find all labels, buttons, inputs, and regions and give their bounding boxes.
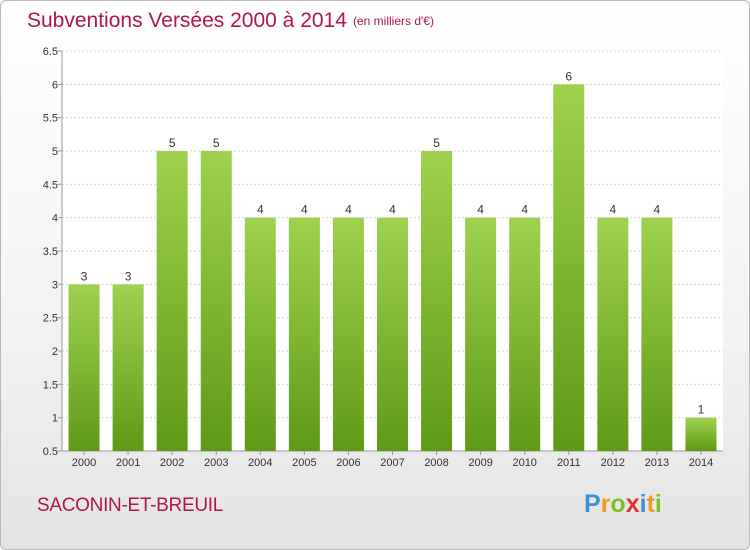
commune-name: SACONIN-ET-BREUIL (37, 495, 223, 516)
bar (156, 151, 188, 451)
bar (597, 217, 629, 451)
bar-value-label: 1 (698, 403, 705, 417)
y-tick-label: 5 (52, 146, 58, 158)
logo-letter: x (625, 490, 640, 518)
bar-value-label: 6 (565, 69, 572, 83)
x-tick-label: 2005 (292, 457, 316, 469)
y-tick-label: 0.5 (43, 446, 58, 458)
bar (377, 217, 408, 451)
bar (244, 217, 276, 451)
bar-value-label: 4 (477, 203, 484, 217)
logo-letter: P (584, 490, 601, 518)
y-tick-label: 2 (52, 346, 58, 358)
bar (553, 84, 585, 451)
bar-value-label: 5 (169, 136, 176, 150)
y-tick-label: 3 (52, 279, 58, 291)
bar (68, 284, 100, 451)
proxiti-logo[interactable]: Proxiti (584, 490, 662, 519)
y-tick-label: 6 (52, 79, 58, 91)
bar-value-label: 4 (609, 203, 616, 217)
x-tick-label: 2004 (248, 457, 272, 469)
bar-value-label: 4 (654, 203, 661, 217)
chart-unit: (en milliers d'€) (353, 14, 434, 28)
bar (641, 217, 673, 451)
x-tick-label: 2000 (72, 457, 96, 469)
bar-value-label: 4 (345, 203, 352, 217)
x-tick-label: 2010 (512, 457, 536, 469)
bar (421, 151, 453, 451)
y-tick-label: 6.5 (43, 46, 58, 58)
y-tick-label: 1 (52, 413, 58, 425)
y-tick-label: 1.5 (43, 379, 58, 391)
bar-value-label: 5 (433, 136, 440, 150)
bar (200, 151, 232, 451)
x-tick-label: 2011 (557, 457, 581, 469)
bar-value-label: 5 (213, 136, 220, 150)
logo-letter: i (654, 490, 662, 518)
bar-value-label: 3 (125, 269, 132, 283)
x-tick-label: 2002 (160, 457, 184, 469)
bar (509, 217, 541, 451)
x-tick-label: 2014 (689, 457, 713, 469)
y-tick-label: 3.5 (43, 246, 58, 258)
chart-title: Subventions Versées 2000 à 2014 (27, 9, 347, 32)
bar (332, 217, 364, 451)
bar (112, 284, 144, 451)
bar-value-label: 4 (389, 203, 396, 217)
bar (465, 217, 497, 451)
x-tick-label: 2012 (601, 457, 625, 469)
x-tick-label: 2003 (204, 457, 228, 469)
bar-value-label: 4 (521, 203, 528, 217)
bar (685, 417, 717, 451)
y-tick-label: 4.5 (43, 179, 58, 191)
y-tick-label: 4 (52, 213, 58, 225)
x-tick-label: 2001 (116, 457, 140, 469)
x-tick-label: 2007 (380, 457, 404, 469)
x-tick-label: 2013 (645, 457, 669, 469)
y-tick-label: 2.5 (43, 313, 58, 325)
bar-value-label: 4 (301, 203, 308, 217)
bar (288, 217, 320, 451)
y-tick-label: 5.5 (43, 113, 58, 125)
bar-value-label: 4 (257, 203, 264, 217)
logo-letter: t (646, 490, 655, 518)
bar-value-label: 3 (81, 269, 88, 283)
x-tick-label: 2006 (336, 457, 360, 469)
x-tick-label: 2009 (468, 457, 492, 469)
logo-letter: o (610, 490, 626, 518)
logo-letter: r (600, 490, 611, 518)
logo-letter: i (639, 490, 647, 518)
x-tick-label: 2008 (424, 457, 448, 469)
